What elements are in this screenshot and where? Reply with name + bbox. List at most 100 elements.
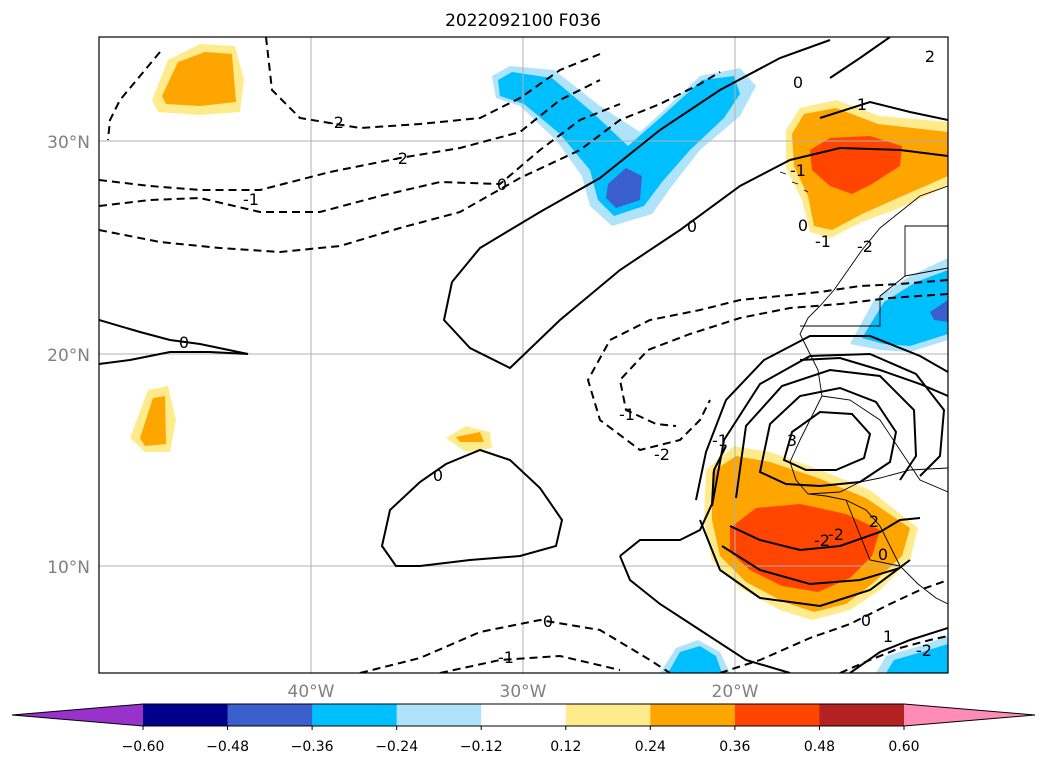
contour-0-southwest (619, 445, 727, 557)
contour-neg1 (99, 103, 621, 213)
contour-neg-south-1 (359, 618, 671, 673)
contour-label: -1 (712, 431, 728, 450)
contour-label: -1 (815, 232, 831, 251)
colorbar-tick-label: −0.60 (122, 739, 165, 755)
latitude-labels: 30°N 20°N 10°N (47, 133, 90, 578)
cool-blob-south-core (668, 646, 722, 673)
contour-1-northeast (819, 100, 948, 121)
contour-neg-south-2 (439, 654, 621, 673)
cool-blob-east-max (930, 300, 948, 322)
contour-dash-small-nw (107, 51, 161, 141)
contour-high-1 (695, 335, 948, 501)
island-canary (779, 171, 809, 193)
contour-label: -2 (828, 525, 844, 544)
contour-label: -1 (243, 190, 259, 209)
border-4 (807, 467, 948, 495)
contour-0-west-arc (99, 319, 249, 365)
lon-label-20w: 20°W (712, 682, 759, 702)
border-1 (800, 225, 948, 327)
contour-high-2 (711, 352, 946, 507)
contour-label: 2 (925, 47, 935, 66)
map-panel: -2 -2 -1 0 0 0 -1 1 0 -1 -2 0 0 -1 -1 -2… (98, 36, 949, 674)
contour-label: -2 (916, 641, 932, 660)
contour-labels: -2 -2 -1 0 0 0 -1 1 0 -1 -2 0 0 -1 -1 -2… (179, 47, 935, 667)
colorbar-segment (227, 704, 313, 726)
contour-label: 0 (878, 545, 888, 564)
colorbar-segment (565, 704, 651, 726)
contour-0-south (619, 555, 791, 673)
contour-label: -2 (392, 149, 408, 168)
contour-0-dash-north (99, 71, 721, 254)
warm-blob-mid-core (456, 432, 484, 442)
colorbar: −0.60 −0.48 −0.36 −0.24 −0.12 0.12 0.24 0.36 0.4… (11, 703, 1036, 755)
contour-0-southeast-edge (849, 627, 948, 673)
contour-neg2-north (265, 37, 601, 130)
contour-label: 2 (869, 512, 879, 531)
colorbar-segment (312, 704, 398, 726)
colorbar-tick-label: 0.12 (550, 739, 581, 755)
warm-blob-southeast-max (730, 504, 880, 592)
contour-label: 0 (497, 175, 507, 194)
contour-1-north (829, 37, 891, 79)
lat-label-20n: 20°N (47, 346, 90, 366)
colorbar-tick-label: −0.36 (291, 739, 334, 755)
contour-label: -1 (619, 405, 635, 424)
contour-label: 0 (687, 217, 697, 236)
colorbar-extend-low (12, 704, 143, 726)
colorbar-tick-label: 0.36 (719, 739, 750, 755)
contour-label: -2 (654, 445, 670, 464)
cool-blob-southeast-core (886, 644, 948, 673)
border-2 (904, 267, 948, 277)
colorbar-tick-label: 0.48 (804, 739, 835, 755)
lon-label-40w: 40°W (288, 682, 335, 702)
contour-label: 0 (543, 612, 553, 631)
border-5 (845, 499, 901, 567)
contour-neg-trough-1 (586, 279, 948, 452)
lon-label-30w: 30°W (500, 682, 547, 702)
colorbar-tick-label: −0.24 (375, 739, 418, 755)
contour-label: 0 (179, 333, 189, 352)
colorbar-tick-label: −0.48 (206, 739, 249, 755)
shaded-field (130, 44, 948, 673)
lat-label-30n: 30°N (47, 133, 90, 153)
contour-neg-southeast-2 (839, 635, 948, 673)
cool-blob-north-max (606, 168, 642, 208)
colorbar-segment (819, 704, 905, 726)
lat-label-10n: 10°N (47, 558, 90, 578)
contour-label: 3 (787, 431, 797, 450)
contour-trough-inner-a (729, 517, 921, 552)
cool-blob-north-core (498, 72, 740, 216)
figure-title: 2022092100 F036 (445, 11, 601, 31)
colorbar-tick-label: 0.24 (635, 739, 666, 755)
contour-east-small (799, 356, 948, 397)
colorbar-segment (143, 704, 229, 726)
warm-blob-west-core (140, 396, 166, 446)
contour-label: 0 (433, 466, 443, 485)
contour-label: -1 (790, 161, 806, 180)
contour-label: -2 (814, 531, 830, 550)
colorbar-segment (650, 704, 736, 726)
coastlines (779, 171, 948, 605)
contour-0-solid-ridge-b (451, 39, 831, 283)
contour-label: 1 (857, 95, 867, 114)
border-3 (821, 395, 948, 493)
contour-trough-inner-c (699, 519, 911, 608)
contour-neg-southeast-1 (719, 579, 948, 673)
contour-label: 1 (883, 627, 893, 646)
cool-blob-east-core (862, 270, 948, 346)
contour-label: 0 (861, 611, 871, 630)
contour-label: -2 (857, 237, 873, 256)
contour-high-5 (782, 410, 872, 471)
colorbar-segment (396, 704, 482, 726)
contours (99, 37, 948, 673)
contour-label: 0 (793, 73, 803, 92)
contour-high-3 (735, 368, 918, 499)
contour-0-solid-ridge (442, 146, 948, 370)
map-frame (98, 36, 949, 674)
colorbar-segment (481, 704, 567, 726)
colorbar-extend-high (904, 704, 1035, 726)
colorbar-segment (734, 704, 820, 726)
contour-trough-inner-b (721, 545, 901, 586)
contour-label: 0 (798, 216, 808, 235)
